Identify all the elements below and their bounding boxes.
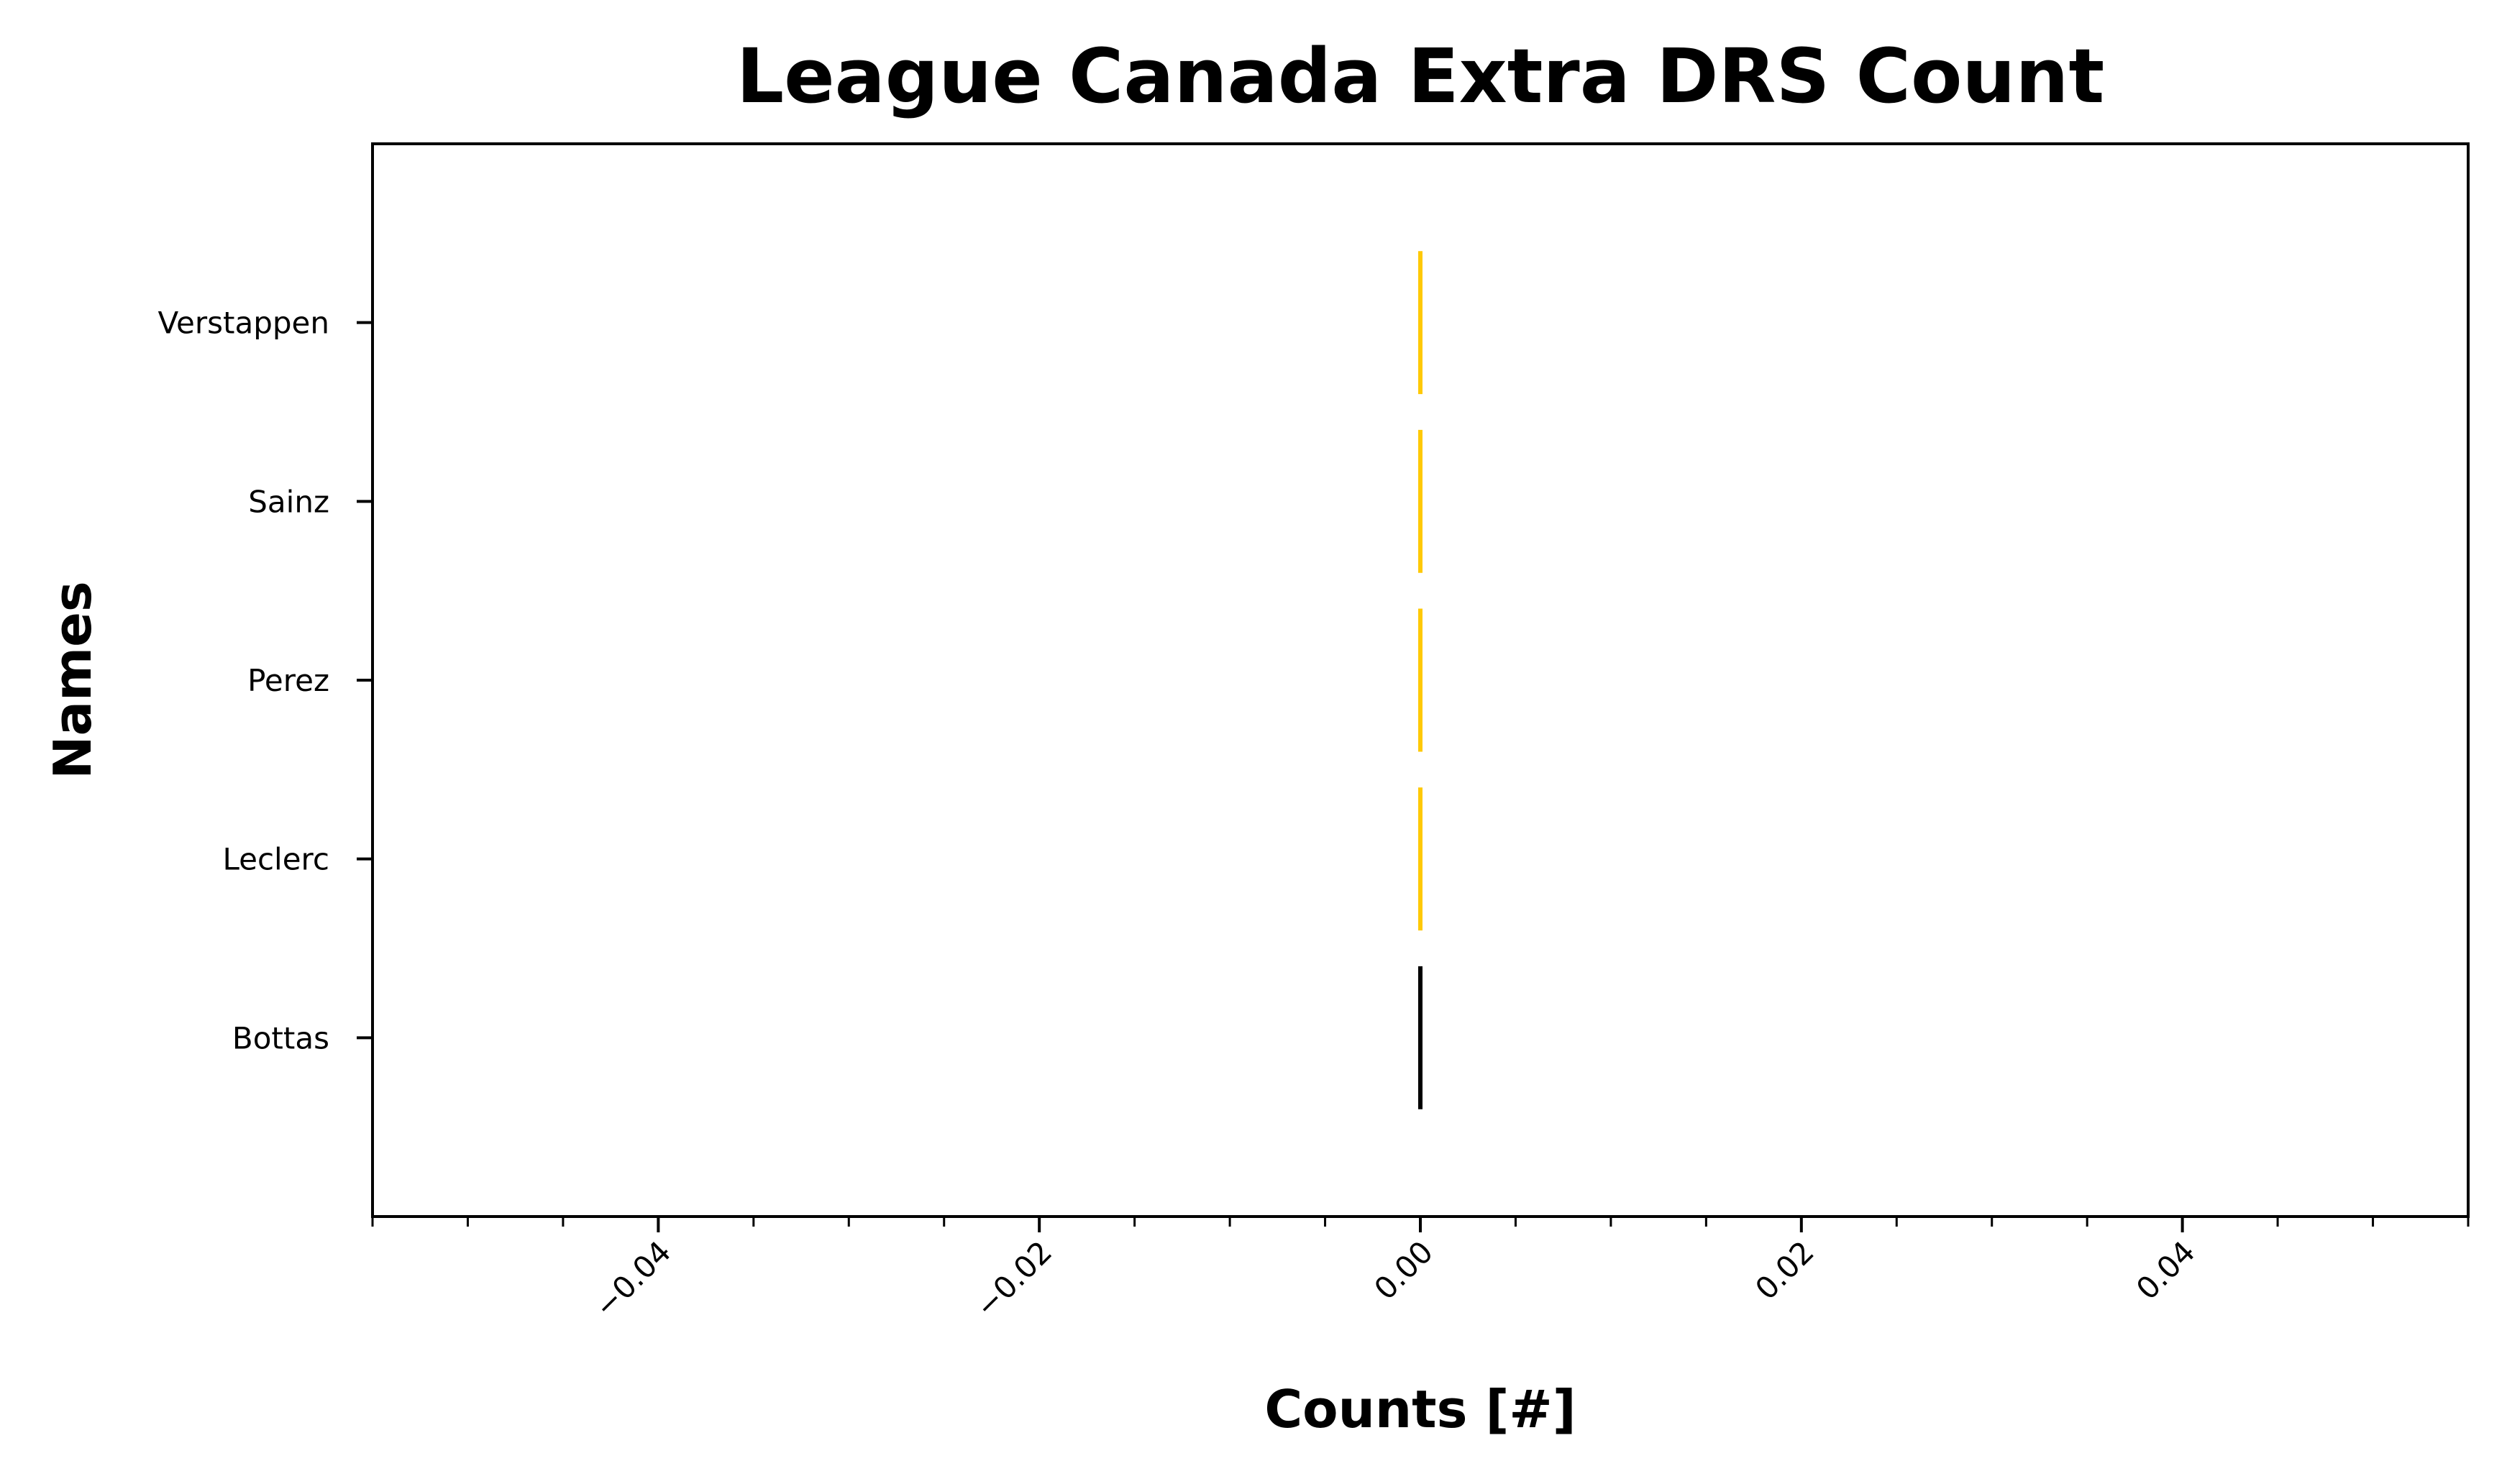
x-axis-label: Counts [#]: [1264, 1379, 1576, 1439]
x-axis: −0.04 −0.02 0.00 0.02 0.04: [371, 1217, 2470, 1324]
y-axis: Bottas Leclerc Perez Sainz Verstappen: [158, 306, 373, 1055]
y-axis-label: Names: [42, 581, 103, 779]
y-tick-label-sainz: Sainz: [248, 484, 329, 519]
y-tick-label-verstappen: Verstappen: [158, 306, 329, 341]
y-tick-label-bottas: Bottas: [232, 1020, 329, 1055]
y-tick-label-leclerc: Leclerc: [222, 842, 329, 877]
x-tick-label: −0.02: [969, 1234, 1059, 1324]
x-tick-label: 0.00: [1367, 1234, 1440, 1306]
chart-title: League Canada Extra DRS Count: [736, 32, 2104, 120]
x-tick-label: 0.04: [2129, 1234, 2202, 1306]
x-tick-label: 0.02: [1748, 1234, 1821, 1306]
y-tick-label-perez: Perez: [247, 663, 329, 698]
x-tick-label: −0.04: [588, 1234, 678, 1324]
